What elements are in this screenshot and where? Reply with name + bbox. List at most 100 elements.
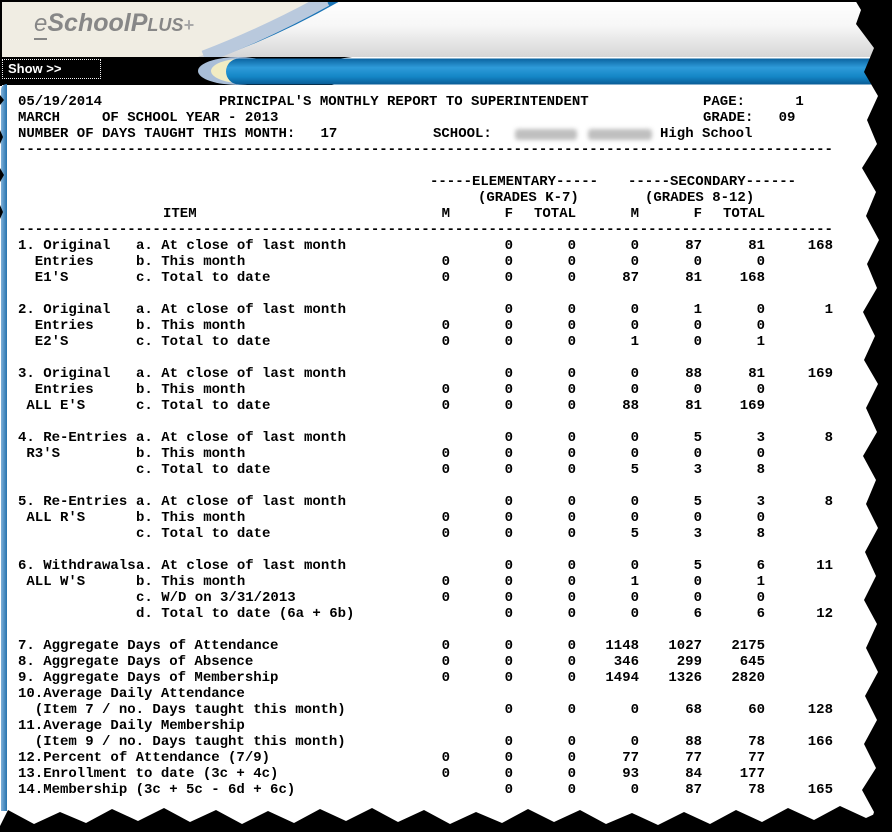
- cell-value: 0: [504, 430, 513, 446]
- logo-e: e: [34, 10, 48, 40]
- cell-value: 0: [504, 510, 513, 526]
- days-taught: NUMBER OF DAYS TAUGHT THIS MONTH: 17: [18, 126, 338, 142]
- cell-value: 2820: [731, 670, 765, 686]
- show-button[interactable]: Show >>: [2, 59, 101, 79]
- cell-value: 0: [756, 254, 765, 270]
- cell-value: 8: [824, 430, 833, 446]
- secondary-group-label: -----SECONDARY------: [628, 174, 797, 190]
- cell-value: 0: [441, 270, 450, 286]
- report-row: Entries b. This month 0 0 0 0 0 0: [18, 254, 888, 270]
- cell-value: 0: [504, 334, 513, 350]
- report-row: 3. Original a. At close of last month 0 0 0 8…: [18, 366, 888, 382]
- cell-value: 0: [504, 254, 513, 270]
- row-label: ALL W'S: [18, 574, 86, 590]
- cell-value: 0: [630, 318, 639, 334]
- cell-value: [702, 718, 765, 734]
- grade-number: GRADE: 09: [703, 110, 796, 126]
- report-row: c. W/D on 3/31/2013 0 0 0 0 0 0: [18, 590, 888, 606]
- report-date: 05/19/2014: [18, 94, 103, 110]
- cell-value: [702, 686, 765, 702]
- cell-value: 77: [748, 750, 765, 766]
- cell-value: 169: [739, 398, 765, 414]
- report-row: 14.Membership (3c + 5c - 6d + 6c) 0 0 0 87 78…: [18, 782, 888, 798]
- report-row: 2. Original a. At close of last month 0 0 0 1…: [18, 302, 888, 318]
- column-group-subheader: (GRADES K-7) (GRADES 8-12): [18, 190, 888, 206]
- cell-value: 0: [504, 606, 513, 622]
- cell-value: 1: [630, 574, 639, 590]
- col-header-total-elem: TOTAL: [533, 206, 576, 222]
- cell-value: 0: [567, 766, 576, 782]
- col-header-total-sec: TOTAL: [722, 206, 765, 222]
- cell-value: 6: [756, 558, 765, 574]
- cell-value: 8: [756, 526, 765, 542]
- row-label: 4. Re-Entries: [18, 430, 128, 446]
- cell-value: [378, 734, 450, 750]
- row-sublabel: b. This month: [136, 574, 246, 590]
- cell-value: 0: [630, 590, 639, 606]
- cell-value: 168: [807, 238, 833, 254]
- report-row: c. Total to date 0 0 0 5 3 8: [18, 526, 888, 542]
- cell-value: 0: [504, 782, 513, 798]
- cell-value: 0: [693, 510, 702, 526]
- cell-value: 78: [748, 782, 765, 798]
- row-label: E1'S: [18, 270, 69, 286]
- report-row: 12.Percent of Attendance (7/9) 0 0 0 77 77 77: [18, 750, 888, 766]
- col-header-f-elem: F: [504, 206, 513, 222]
- logo-plus-sign: +: [183, 15, 194, 35]
- cell-value: 0: [693, 590, 702, 606]
- row-sublabel: c. Total to date: [136, 526, 271, 542]
- cell-value: 0: [504, 558, 513, 574]
- cell-value: [576, 686, 639, 702]
- cell-value: [765, 462, 833, 478]
- report-header-line1: 05/19/2014 PRINCIPAL'S MONTHLY REPORT TO …: [18, 94, 888, 110]
- row-label: ALL E'S: [18, 398, 86, 414]
- row-label: E2'S: [18, 334, 69, 350]
- blank-line: [18, 158, 888, 174]
- col-header-extra: [765, 206, 833, 222]
- cell-value: 0: [567, 654, 576, 670]
- cell-value: 0: [441, 638, 450, 654]
- row-label: 12.Percent of Attendance (7/9): [18, 750, 271, 766]
- row-label: 3. Original: [18, 366, 111, 382]
- cell-value: [450, 686, 513, 702]
- cell-value: 0: [630, 494, 639, 510]
- cell-value: 0: [441, 654, 450, 670]
- cell-value: 0: [630, 510, 639, 526]
- cell-value: [765, 590, 833, 606]
- cell-value: 0: [567, 238, 576, 254]
- cell-value: 5: [693, 558, 702, 574]
- cell-value: 0: [441, 510, 450, 526]
- cell-value: 1: [630, 334, 639, 350]
- cell-value: 93: [622, 766, 639, 782]
- cell-value: 77: [685, 750, 702, 766]
- report-row: R3'S b. This month 0 0 0 0 0 0: [18, 446, 888, 462]
- cell-value: [765, 510, 833, 526]
- cell-value: 0: [693, 254, 702, 270]
- cell-value: [765, 526, 833, 542]
- cell-value: [765, 382, 833, 398]
- row-sublabel: d. Total to date (6a + 6b): [136, 606, 355, 622]
- row-label: 13.Enrollment to date (3c + 4c): [18, 766, 279, 782]
- cell-value: 0: [504, 526, 513, 542]
- cell-value: [765, 398, 833, 414]
- cell-value: 0: [630, 430, 639, 446]
- cell-value: [765, 654, 833, 670]
- cell-value: 0: [504, 750, 513, 766]
- row-label: Entries: [18, 318, 94, 334]
- cell-value: 0: [630, 446, 639, 462]
- cell-value: 299: [676, 654, 702, 670]
- cell-value: [576, 718, 639, 734]
- cell-value: 6: [756, 606, 765, 622]
- cell-value: 3: [756, 494, 765, 510]
- cell-value: [765, 318, 833, 334]
- cell-value: [378, 782, 450, 798]
- report-row: 5. Re-Entries a. At close of last month 0 0…: [18, 494, 888, 510]
- cell-value: 0: [756, 318, 765, 334]
- cell-value: 1: [756, 574, 765, 590]
- report-row: Entries b. This month 0 0 0 0 0 0: [18, 318, 888, 334]
- row-sublabel: a. At close of last month: [136, 494, 347, 510]
- cell-value: 0: [567, 574, 576, 590]
- cell-value: 0: [630, 782, 639, 798]
- report-row: c. Total to date 0 0 0 5 3 8: [18, 462, 888, 478]
